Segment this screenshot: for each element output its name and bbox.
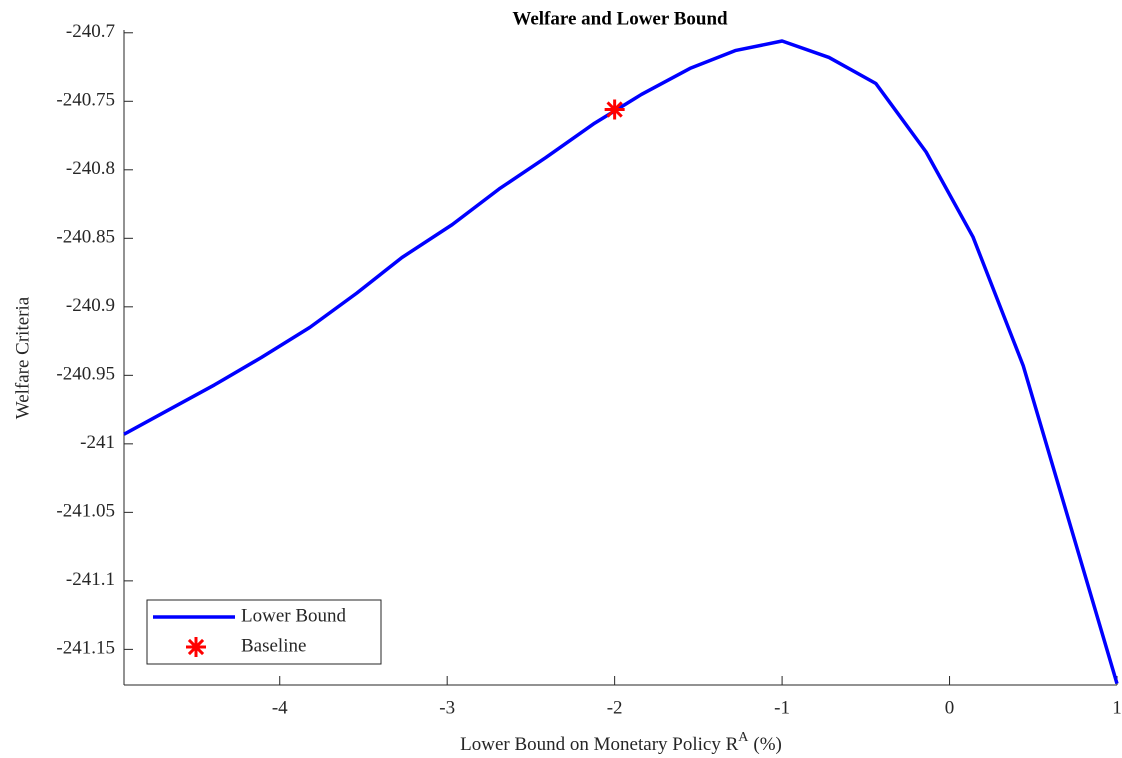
x-tick-label: -4 bbox=[272, 697, 288, 718]
marker-stroke bbox=[187, 638, 205, 656]
marker-stroke bbox=[606, 101, 623, 118]
y-tick-label: -240.9 bbox=[66, 295, 115, 316]
y-tick-label: -241.05 bbox=[56, 501, 115, 522]
y-tick-label: -240.7 bbox=[66, 21, 115, 42]
y-tick-label: -241.15 bbox=[56, 638, 115, 659]
marker bbox=[604, 99, 625, 120]
y-tick-label: -240.95 bbox=[56, 364, 115, 385]
y-tick-label: -240.85 bbox=[56, 227, 115, 248]
x-tick-label: -2 bbox=[607, 697, 623, 718]
marker bbox=[186, 637, 206, 657]
y-tick-label: -240.8 bbox=[66, 158, 115, 179]
x-axis-label: Lower Bound on Monetary Policy RA (%) bbox=[460, 730, 782, 755]
y-axis-label: Welfare Criteria bbox=[12, 296, 33, 419]
data-line bbox=[123, 39, 1119, 685]
x-tick-label: 1 bbox=[1112, 697, 1122, 718]
y-tick-label: -241 bbox=[80, 432, 115, 453]
legend-box bbox=[146, 599, 382, 665]
y-tick-label: -240.75 bbox=[56, 90, 115, 111]
chart-title: Welfare and Lower Bound bbox=[512, 8, 728, 29]
x-label-text: Lower Bound on Monetary Policy R bbox=[460, 734, 738, 755]
x-tick-label: 0 bbox=[945, 697, 955, 718]
x-tick-label: -3 bbox=[439, 697, 455, 718]
legend-label: Baseline bbox=[241, 635, 306, 656]
x-tick-label: -1 bbox=[774, 697, 790, 718]
legend-label: Lower Bound bbox=[241, 605, 347, 626]
x-label-suffix: (%) bbox=[753, 734, 781, 755]
y-tick-label: -241.1 bbox=[66, 569, 115, 590]
x-label-sup: A bbox=[738, 730, 749, 745]
